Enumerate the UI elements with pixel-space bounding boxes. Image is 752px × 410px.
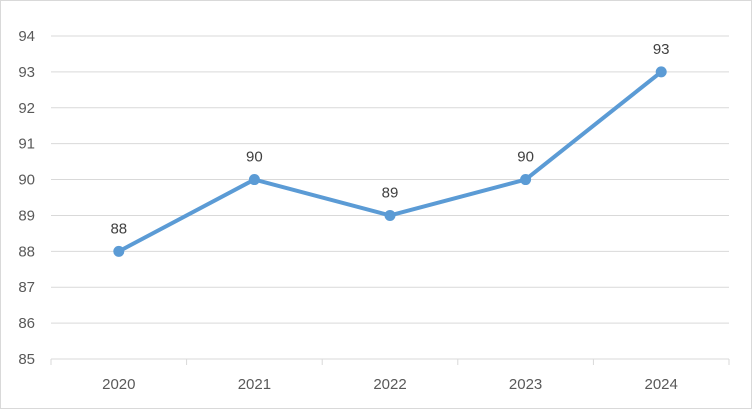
data-point xyxy=(384,209,396,221)
data-point xyxy=(520,174,532,186)
data-label: 89 xyxy=(382,184,399,201)
y-tick-label: 93 xyxy=(18,64,35,81)
data-label: 88 xyxy=(110,220,127,237)
y-tick-label: 87 xyxy=(18,279,35,296)
data-labels: 88 90 89 90 93 xyxy=(110,41,669,237)
x-tick-label: 2022 xyxy=(373,376,406,393)
y-tick-label: 91 xyxy=(18,136,35,153)
gridlines xyxy=(51,35,729,324)
y-tick-label: 88 xyxy=(18,243,35,260)
data-label: 90 xyxy=(246,149,263,166)
data-point xyxy=(248,174,260,186)
x-tick-label: 2024 xyxy=(645,376,678,393)
data-label: 93 xyxy=(653,41,670,58)
y-tick-label: 85 xyxy=(18,351,35,368)
data-label: 90 xyxy=(517,149,534,166)
x-axis: 2020 2021 2022 2023 2024 xyxy=(50,358,730,393)
x-tick-label: 2023 xyxy=(509,376,542,393)
y-tick-label: 92 xyxy=(18,100,35,117)
y-tick-label: 89 xyxy=(18,207,35,224)
data-point xyxy=(655,66,667,78)
y-tick-label: 94 xyxy=(18,28,35,45)
y-axis: 85 86 87 88 89 90 91 92 93 94 xyxy=(18,28,35,368)
series-line xyxy=(116,69,664,254)
series-layer xyxy=(113,66,667,257)
x-tick-label: 2021 xyxy=(238,376,271,393)
data-point xyxy=(113,245,125,257)
y-tick-label: 86 xyxy=(18,315,35,332)
x-tick-label: 2020 xyxy=(102,376,135,393)
y-tick-label: 90 xyxy=(18,172,35,189)
